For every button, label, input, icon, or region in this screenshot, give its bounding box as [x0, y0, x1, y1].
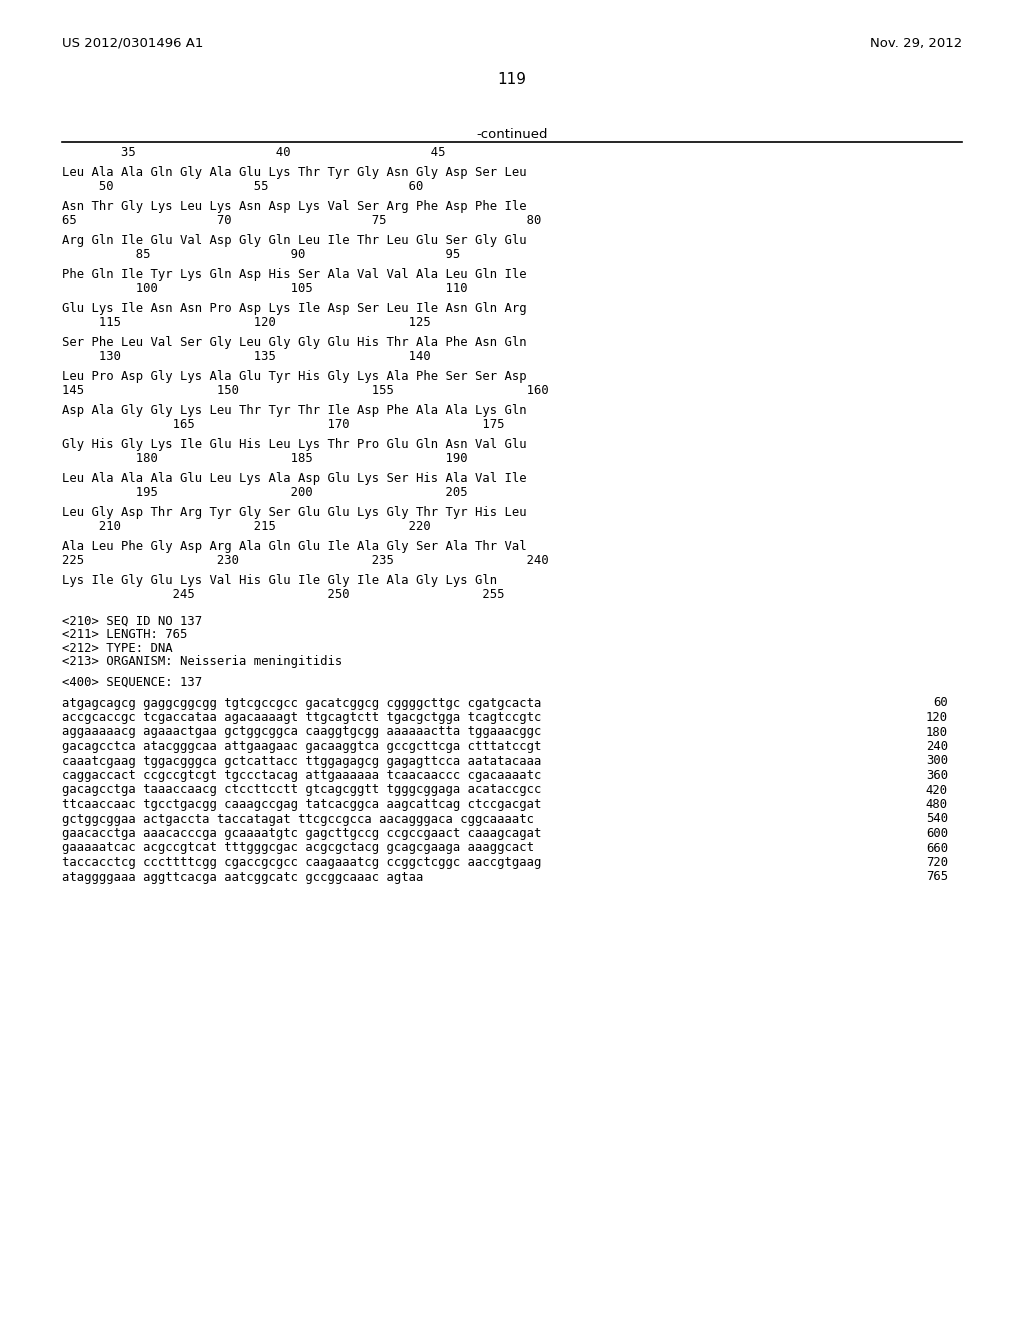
Text: 145                  150                  155                  160: 145 150 155 160	[62, 384, 549, 397]
Text: 50                   55                   60: 50 55 60	[62, 180, 423, 193]
Text: 195                  200                  205: 195 200 205	[62, 486, 468, 499]
Text: <210> SEQ ID NO 137: <210> SEQ ID NO 137	[62, 615, 202, 628]
Text: Arg Gln Ile Glu Val Asp Gly Gln Leu Ile Thr Leu Glu Ser Gly Glu: Arg Gln Ile Glu Val Asp Gly Gln Leu Ile …	[62, 234, 526, 247]
Text: 120: 120	[926, 711, 948, 723]
Text: 130                  135                  140: 130 135 140	[62, 350, 431, 363]
Text: 360: 360	[926, 770, 948, 781]
Text: 245                  250                  255: 245 250 255	[62, 587, 505, 601]
Text: <212> TYPE: DNA: <212> TYPE: DNA	[62, 642, 173, 655]
Text: gaaaaatcac acgccgtcat tttgggcgac acgcgctacg gcagcgaaga aaaggcact: gaaaaatcac acgccgtcat tttgggcgac acgcgct…	[62, 842, 534, 854]
Text: Lys Ile Gly Glu Lys Val His Glu Ile Gly Ile Ala Gly Lys Gln: Lys Ile Gly Glu Lys Val His Glu Ile Gly …	[62, 574, 497, 587]
Text: ataggggaaa aggttcacga aatcggcatc gccggcaaac agtaa: ataggggaaa aggttcacga aatcggcatc gccggca…	[62, 870, 423, 883]
Text: 300: 300	[926, 755, 948, 767]
Text: ttcaaccaac tgcctgacgg caaagccgag tatcacggca aagcattcag ctccgacgat: ttcaaccaac tgcctgacgg caaagccgag tatcacg…	[62, 799, 542, 810]
Text: caaatcgaag tggacgggca gctcattacc ttggagagcg gagagttcca aatatacaaa: caaatcgaag tggacgggca gctcattacc ttggaga…	[62, 755, 542, 767]
Text: Leu Ala Ala Gln Gly Ala Glu Lys Thr Tyr Gly Asn Gly Asp Ser Leu: Leu Ala Ala Gln Gly Ala Glu Lys Thr Tyr …	[62, 166, 526, 180]
Text: 240: 240	[926, 741, 948, 752]
Text: 540: 540	[926, 813, 948, 825]
Text: <400> SEQUENCE: 137: <400> SEQUENCE: 137	[62, 676, 202, 689]
Text: 420: 420	[926, 784, 948, 796]
Text: 115                  120                  125: 115 120 125	[62, 315, 431, 329]
Text: -continued: -continued	[476, 128, 548, 141]
Text: 765: 765	[926, 870, 948, 883]
Text: 720: 720	[926, 855, 948, 869]
Text: gacagcctca atacgggcaa attgaagaac gacaaggtca gccgcttcga ctttatccgt: gacagcctca atacgggcaa attgaagaac gacaagg…	[62, 741, 542, 752]
Text: 85                   90                   95: 85 90 95	[62, 248, 460, 261]
Text: Leu Ala Ala Ala Glu Leu Lys Ala Asp Glu Lys Ser His Ala Val Ile: Leu Ala Ala Ala Glu Leu Lys Ala Asp Glu …	[62, 473, 526, 484]
Text: Ala Leu Phe Gly Asp Arg Ala Gln Glu Ile Ala Gly Ser Ala Thr Val: Ala Leu Phe Gly Asp Arg Ala Gln Glu Ile …	[62, 540, 526, 553]
Text: 35                   40                   45: 35 40 45	[62, 147, 445, 158]
Text: gctggcggaa actgaccta taccatagat ttcgccgcca aacagggaca cggcaaaatc: gctggcggaa actgaccta taccatagat ttcgccgc…	[62, 813, 534, 825]
Text: Asp Ala Gly Gly Lys Leu Thr Tyr Thr Ile Asp Phe Ala Ala Lys Gln: Asp Ala Gly Gly Lys Leu Thr Tyr Thr Ile …	[62, 404, 526, 417]
Text: 660: 660	[926, 842, 948, 854]
Text: 180: 180	[926, 726, 948, 738]
Text: caggaccact ccgccgtcgt tgccctacag attgaaaaaa tcaacaaccc cgacaaaatc: caggaccact ccgccgtcgt tgccctacag attgaaa…	[62, 770, 542, 781]
Text: Gly His Gly Lys Ile Glu His Leu Lys Thr Pro Glu Gln Asn Val Glu: Gly His Gly Lys Ile Glu His Leu Lys Thr …	[62, 438, 526, 451]
Text: gacagcctga taaaccaacg ctccttcctt gtcagcggtt tgggcggaga acataccgcc: gacagcctga taaaccaacg ctccttcctt gtcagcg…	[62, 784, 542, 796]
Text: 210                  215                  220: 210 215 220	[62, 520, 431, 533]
Text: US 2012/0301496 A1: US 2012/0301496 A1	[62, 37, 204, 50]
Text: 165                  170                  175: 165 170 175	[62, 418, 505, 432]
Text: Asn Thr Gly Lys Leu Lys Asn Asp Lys Val Ser Arg Phe Asp Phe Ile: Asn Thr Gly Lys Leu Lys Asn Asp Lys Val …	[62, 201, 526, 213]
Text: 100                  105                  110: 100 105 110	[62, 282, 468, 294]
Text: accgcaccgc tcgaccataa agacaaaagt ttgcagtctt tgacgctgga tcagtccgtc: accgcaccgc tcgaccataa agacaaaagt ttgcagt…	[62, 711, 542, 723]
Text: <213> ORGANISM: Neisseria meningitidis: <213> ORGANISM: Neisseria meningitidis	[62, 656, 342, 668]
Text: 180                  185                  190: 180 185 190	[62, 451, 468, 465]
Text: atgagcagcg gaggcggcgg tgtcgccgcc gacatcggcg cggggcttgc cgatgcacta: atgagcagcg gaggcggcgg tgtcgccgcc gacatcg…	[62, 697, 542, 710]
Text: taccacctcg cccttttcgg cgaccgcgcc caagaaatcg ccggctcggc aaccgtgaag: taccacctcg cccttttcgg cgaccgcgcc caagaaa…	[62, 855, 542, 869]
Text: Glu Lys Ile Asn Asn Pro Asp Lys Ile Asp Ser Leu Ile Asn Gln Arg: Glu Lys Ile Asn Asn Pro Asp Lys Ile Asp …	[62, 302, 526, 315]
Text: aggaaaaacg agaaactgaa gctggcggca caaggtgcgg aaaaaactta tggaaacggc: aggaaaaacg agaaactgaa gctggcggca caaggtg…	[62, 726, 542, 738]
Text: 65                   70                   75                   80: 65 70 75 80	[62, 214, 542, 227]
Text: 480: 480	[926, 799, 948, 810]
Text: Leu Pro Asp Gly Lys Ala Glu Tyr His Gly Lys Ala Phe Ser Ser Asp: Leu Pro Asp Gly Lys Ala Glu Tyr His Gly …	[62, 370, 526, 383]
Text: 225                  230                  235                  240: 225 230 235 240	[62, 554, 549, 568]
Text: gaacacctga aaacacccga gcaaaatgtc gagcttgccg ccgccgaact caaagcagat: gaacacctga aaacacccga gcaaaatgtc gagcttg…	[62, 828, 542, 840]
Text: Nov. 29, 2012: Nov. 29, 2012	[869, 37, 962, 50]
Text: 600: 600	[926, 828, 948, 840]
Text: 60: 60	[933, 697, 948, 710]
Text: <211> LENGTH: 765: <211> LENGTH: 765	[62, 628, 187, 642]
Text: 119: 119	[498, 73, 526, 87]
Text: Ser Phe Leu Val Ser Gly Leu Gly Gly Glu His Thr Ala Phe Asn Gln: Ser Phe Leu Val Ser Gly Leu Gly Gly Glu …	[62, 337, 526, 348]
Text: Leu Gly Asp Thr Arg Tyr Gly Ser Glu Glu Lys Gly Thr Tyr His Leu: Leu Gly Asp Thr Arg Tyr Gly Ser Glu Glu …	[62, 506, 526, 519]
Text: Phe Gln Ile Tyr Lys Gln Asp His Ser Ala Val Val Ala Leu Gln Ile: Phe Gln Ile Tyr Lys Gln Asp His Ser Ala …	[62, 268, 526, 281]
